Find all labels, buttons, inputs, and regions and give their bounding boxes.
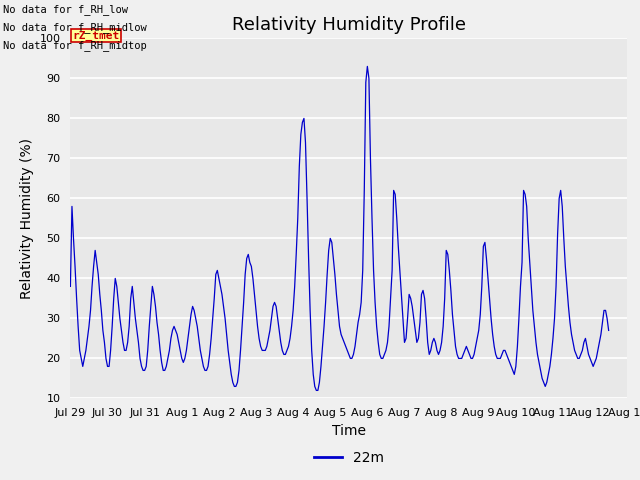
Legend: 22m: 22m: [308, 445, 389, 471]
Title: Relativity Humidity Profile: Relativity Humidity Profile: [232, 16, 466, 34]
Text: No data for f_RH_midtop: No data for f_RH_midtop: [3, 40, 147, 51]
Y-axis label: Relativity Humidity (%): Relativity Humidity (%): [20, 138, 34, 299]
Text: rZ_tmet: rZ_tmet: [72, 30, 120, 41]
X-axis label: Time: Time: [332, 424, 366, 438]
Text: No data for f_RH_midlow: No data for f_RH_midlow: [3, 22, 147, 33]
Text: No data for f_RH_low: No data for f_RH_low: [3, 4, 128, 15]
